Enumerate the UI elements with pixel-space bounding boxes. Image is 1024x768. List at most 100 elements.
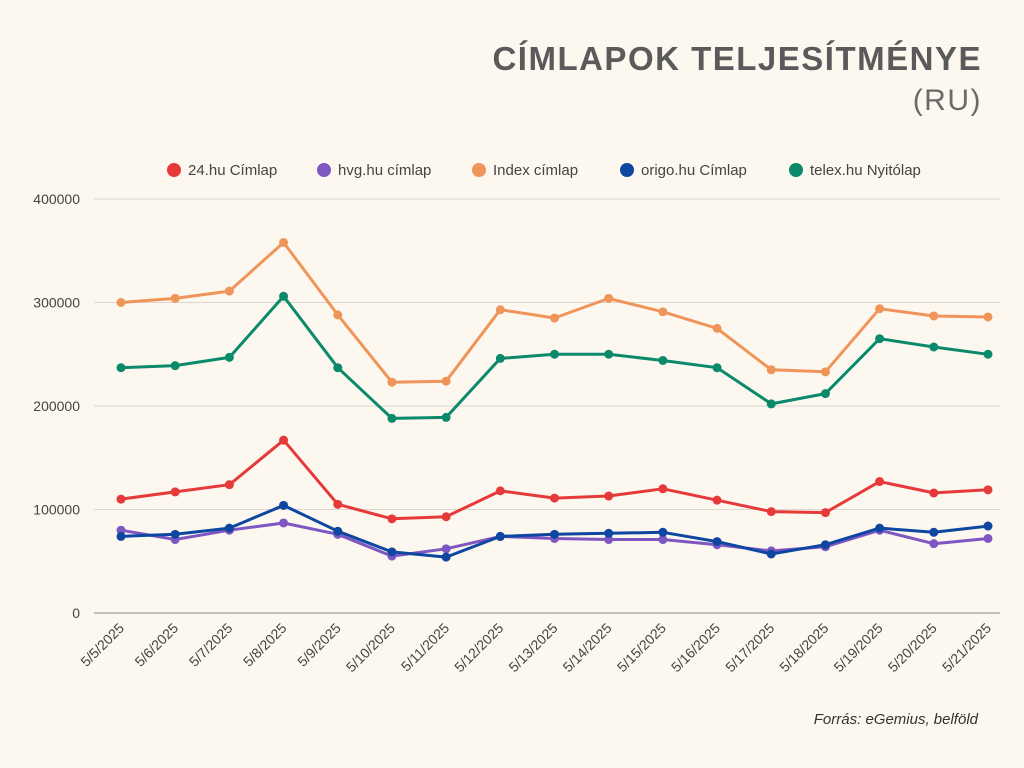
x-tick-label: 5/20/2025 xyxy=(885,620,941,676)
data-point xyxy=(550,529,559,539)
x-tick-label: 5/8/2025 xyxy=(240,620,290,670)
data-point xyxy=(224,480,234,490)
data-point xyxy=(224,286,234,296)
data-point xyxy=(495,305,505,315)
data-point xyxy=(279,291,289,301)
x-tick-label: 5/15/2025 xyxy=(614,620,670,676)
data-point xyxy=(604,293,614,303)
legend-item: Index címlap xyxy=(472,162,578,179)
y-tick-label: 400000 xyxy=(33,191,80,207)
data-point xyxy=(658,307,668,317)
series xyxy=(116,237,993,387)
data-point xyxy=(604,535,614,545)
y-tick-label: 100000 xyxy=(33,502,80,518)
y-tick-label: 0 xyxy=(72,605,80,621)
data-point xyxy=(658,527,668,537)
data-point xyxy=(441,512,451,522)
data-point xyxy=(170,361,180,371)
x-tick-label: 5/9/2025 xyxy=(294,620,344,670)
data-point xyxy=(387,547,397,557)
series-line xyxy=(120,438,989,521)
data-point xyxy=(279,435,289,445)
legend: 24.hu Címlap hvg.hu címlap Index címlap ori… xyxy=(167,162,921,179)
data-point xyxy=(116,298,126,307)
y-tick-label: 200000 xyxy=(33,398,80,414)
data-point xyxy=(333,526,343,536)
series xyxy=(116,435,993,524)
data-point xyxy=(766,507,776,517)
data-point xyxy=(712,537,722,547)
data-point xyxy=(495,486,505,496)
data-point xyxy=(983,533,993,543)
data-point xyxy=(116,494,126,504)
data-point xyxy=(441,544,451,554)
data-point xyxy=(333,310,343,320)
data-point xyxy=(820,367,830,377)
legend-label: Index címlap xyxy=(493,162,578,179)
data-point xyxy=(820,508,830,518)
data-point xyxy=(550,313,559,323)
data-point xyxy=(387,413,397,423)
data-point xyxy=(116,531,126,541)
x-tick-label: 5/10/2025 xyxy=(343,620,399,676)
legend-marker xyxy=(789,163,803,177)
data-point xyxy=(279,500,289,510)
data-point xyxy=(170,293,180,303)
data-point xyxy=(658,484,668,494)
legend-item: 24.hu Címlap xyxy=(167,162,277,179)
x-axis-labels: 5/5/2025 5/6/2025 5/7/2025 5/8/2025 5/9/2025… xyxy=(77,620,994,676)
chart-title: CÍMLAPOK TELJESÍTMÉNYE xyxy=(492,40,982,77)
x-tick-label: 5/21/2025 xyxy=(939,620,995,676)
series xyxy=(116,500,993,562)
data-point xyxy=(604,491,614,501)
data-point xyxy=(604,349,614,359)
data-point xyxy=(333,363,343,373)
data-point xyxy=(658,355,668,365)
data-point xyxy=(658,535,668,545)
data-point xyxy=(441,552,451,562)
data-point xyxy=(279,518,289,528)
data-point xyxy=(495,531,505,541)
grid-lines xyxy=(94,198,1000,614)
data-point xyxy=(712,495,722,505)
data-point xyxy=(116,525,126,535)
data-point xyxy=(604,528,614,538)
x-tick-label: 5/7/2025 xyxy=(186,620,236,670)
data-point xyxy=(820,389,830,399)
data-point xyxy=(712,363,722,373)
data-point xyxy=(929,527,939,537)
data-point xyxy=(441,376,451,386)
x-tick-label: 5/6/2025 xyxy=(131,620,181,670)
data-point xyxy=(766,549,776,559)
data-point xyxy=(929,488,939,498)
legend-label: origo.hu Címlap xyxy=(641,162,747,179)
data-point xyxy=(712,323,722,333)
data-point xyxy=(441,412,451,422)
legend-marker xyxy=(167,163,181,177)
x-tick-label: 5/14/2025 xyxy=(559,620,615,676)
legend-item: origo.hu Címlap xyxy=(620,162,747,179)
data-point xyxy=(170,529,180,539)
data-point xyxy=(983,349,993,359)
data-point xyxy=(550,493,559,503)
data-point xyxy=(116,363,126,373)
data-point xyxy=(983,312,993,322)
y-tick-label: 300000 xyxy=(33,295,80,311)
data-point xyxy=(929,539,939,549)
series xyxy=(116,291,993,423)
chart-subtitle: (RU) xyxy=(912,84,982,117)
data-point xyxy=(983,485,993,495)
legend-item: telex.hu Nyitólap xyxy=(789,162,921,179)
data-point xyxy=(820,540,830,550)
legend-label: 24.hu Címlap xyxy=(188,162,277,179)
data-point xyxy=(766,399,776,409)
data-point xyxy=(224,352,234,362)
data-point xyxy=(875,304,885,314)
legend-marker xyxy=(472,163,486,177)
data-point xyxy=(550,349,559,359)
data-point xyxy=(983,521,993,531)
x-tick-label: 5/11/2025 xyxy=(398,620,453,675)
legend-label: telex.hu Nyitólap xyxy=(810,162,921,179)
legend-label: hvg.hu címlap xyxy=(338,162,431,179)
